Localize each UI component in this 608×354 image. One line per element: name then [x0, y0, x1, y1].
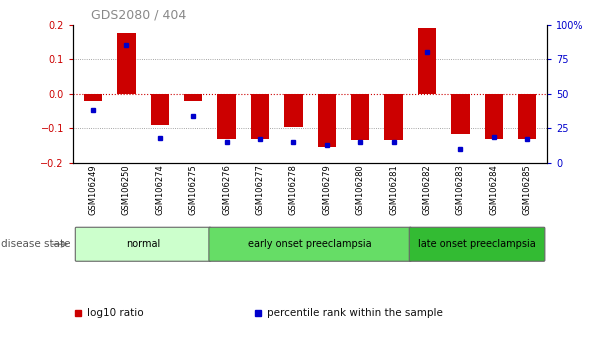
- Bar: [451, 94, 469, 133]
- FancyBboxPatch shape: [75, 227, 211, 261]
- Bar: [518, 94, 536, 139]
- Bar: [418, 28, 436, 94]
- Bar: [351, 94, 370, 141]
- Bar: [218, 94, 236, 139]
- Text: late onset preeclampsia: late onset preeclampsia: [418, 239, 536, 249]
- Bar: [151, 94, 169, 125]
- Bar: [284, 94, 303, 127]
- Bar: [184, 94, 202, 101]
- Bar: [317, 94, 336, 147]
- Bar: [250, 94, 269, 139]
- Bar: [384, 94, 402, 141]
- Text: early onset preeclampsia: early onset preeclampsia: [248, 239, 372, 249]
- Bar: [84, 94, 102, 101]
- Text: log10 ratio: log10 ratio: [87, 308, 144, 318]
- FancyBboxPatch shape: [209, 227, 411, 261]
- Text: disease state: disease state: [1, 239, 70, 249]
- Bar: [117, 33, 136, 94]
- Bar: [485, 94, 503, 139]
- Text: percentile rank within the sample: percentile rank within the sample: [268, 308, 443, 318]
- FancyBboxPatch shape: [409, 227, 545, 261]
- Text: GDS2080 / 404: GDS2080 / 404: [91, 8, 187, 21]
- Text: normal: normal: [126, 239, 161, 249]
